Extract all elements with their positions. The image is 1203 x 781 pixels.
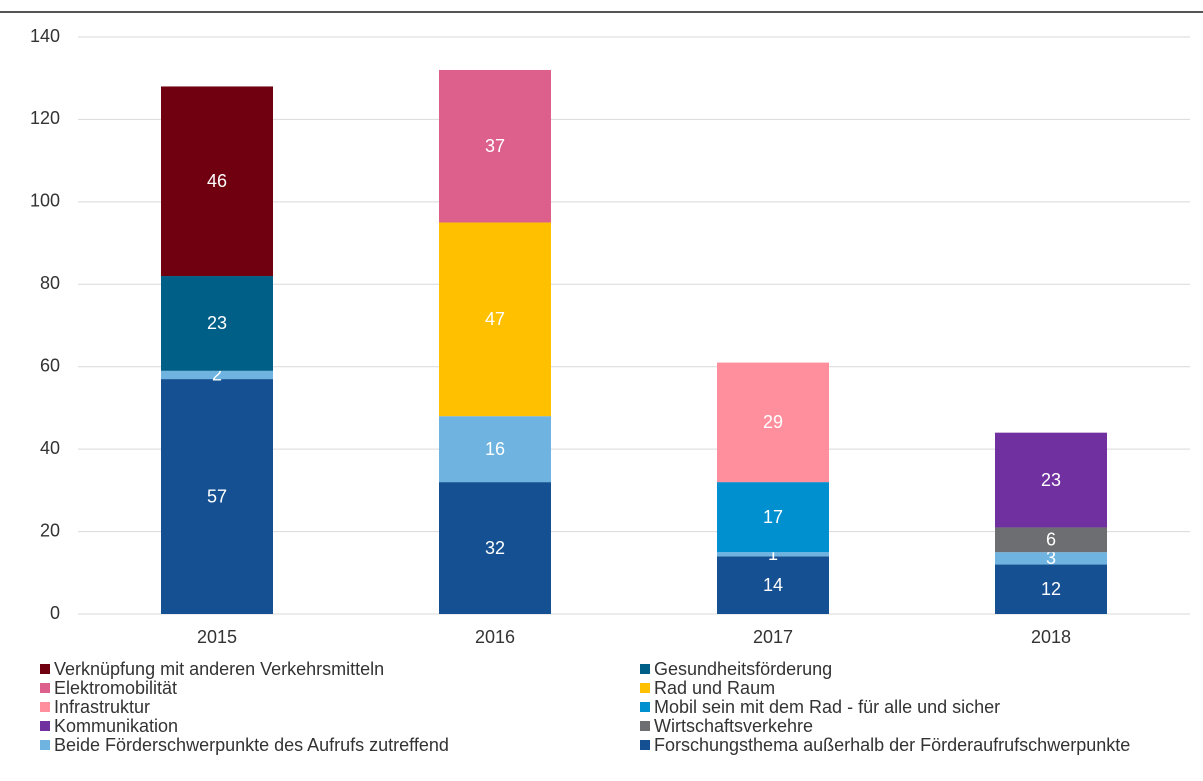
legend-label: Verknüpfung mit anderen Verkehrsmitteln [54,659,384,679]
y-tick-label: 120 [30,108,60,128]
x-tick-label: 2015 [197,627,237,647]
data-label: 23 [207,313,227,333]
bar-segment [439,482,551,614]
bar-segment [439,416,551,483]
legend-swatch [40,702,50,712]
bar-segment [995,552,1107,565]
legend-label: Kommunikation [54,716,178,736]
bar-segment [717,556,829,614]
legend-swatch [40,683,50,693]
legend-swatch [640,683,650,693]
legend-swatch [40,740,50,750]
y-tick-label: 40 [40,438,60,458]
legend-swatch [640,740,650,750]
x-tick-label: 2016 [475,627,515,647]
bar-segment [161,276,273,371]
legend-swatch [640,702,650,712]
legend-label: Wirtschaftsverkehre [654,716,813,736]
legend-label: Gesundheitsförderung [654,659,832,679]
legend-label: Beide Förderschwerpunkte des Aufrufs zut… [54,735,449,755]
bar-segment [439,69,551,223]
bar-segment [717,362,829,483]
data-label: 46 [207,171,227,191]
legend-label: Elektromobilität [54,678,177,698]
y-tick-label: 80 [40,273,60,293]
data-label: 23 [1041,470,1061,490]
legend-label: Rad und Raum [654,678,775,698]
bar-segment [717,552,829,557]
data-label: 57 [207,486,227,506]
legend-swatch [40,664,50,674]
data-label: 37 [485,136,505,156]
y-tick-label: 100 [30,191,60,211]
bar-segment [161,370,273,380]
data-label: 1 [768,544,778,564]
bar-segment [995,432,1107,528]
y-tick-label: 0 [50,603,60,623]
data-label: 14 [763,575,783,595]
bar-segment [717,482,829,553]
data-label: 47 [485,309,505,329]
data-label: 32 [485,538,505,558]
legend-label: Infrastruktur [54,697,150,717]
data-label: 17 [763,507,783,527]
legend-swatch [640,664,650,674]
bar-segment [161,86,273,277]
data-label: 3 [1046,548,1056,568]
bar-segment [995,527,1107,553]
bar-segment [439,222,551,417]
legend-label: Mobil sein mit dem Rad - für alle und si… [654,697,1000,717]
data-label: 6 [1046,530,1056,550]
legend-swatch [40,721,50,731]
legend-swatch [640,721,650,731]
data-label: 16 [485,439,505,459]
x-tick-label: 2018 [1031,627,1071,647]
x-tick-label: 2017 [753,627,793,647]
y-tick-label: 20 [40,520,60,540]
y-tick-label: 60 [40,355,60,375]
bar-segment [161,379,273,614]
data-label: 29 [763,412,783,432]
bar-segment [995,564,1107,614]
data-label: 12 [1041,579,1061,599]
data-label: 2 [212,365,222,385]
y-tick-label: 140 [30,26,60,46]
legend-label: Forschungsthema außerhalb der Förderaufr… [654,735,1130,755]
